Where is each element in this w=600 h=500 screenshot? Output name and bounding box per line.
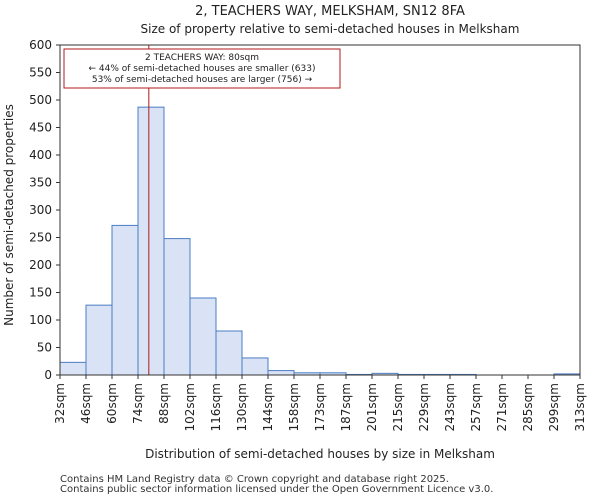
y-axis-label: Number of semi-detached properties (2, 104, 16, 326)
histogram-bar (189, 297, 217, 376)
annotation-line-3: 53% of semi-detached houses are larger (… (92, 75, 313, 85)
x-tick-label: 285sqm (521, 383, 535, 431)
x-tick-label: 60sqm (105, 383, 119, 424)
annotation-box: 2 TEACHERS WAY: 80sqm ← 44% of semi-deta… (63, 48, 341, 89)
x-axis-label: Distribution of semi-detached houses by … (145, 447, 495, 461)
x-tick-label: 46sqm (79, 383, 93, 424)
x-axis: 32sqm 46sqm 60sqm 74sqm 88sqm 102sqm 116sqm 130… (53, 375, 587, 431)
histogram-bar (137, 106, 165, 376)
y-tick-label: 300 (29, 203, 52, 217)
x-tick-label: 313sqm (573, 383, 587, 431)
x-tick-label: 173sqm (313, 383, 327, 431)
histogram-bar (59, 361, 87, 376)
x-tick-label: 158sqm (287, 383, 301, 431)
x-tick-label: 144sqm (261, 383, 275, 431)
histogram-bar (215, 330, 243, 376)
x-tick-label: 88sqm (157, 383, 171, 424)
y-tick-label: 150 (29, 286, 52, 300)
annotation-frame (63, 48, 341, 89)
y-tick-label: 250 (29, 231, 52, 245)
plot-frame (59, 44, 581, 376)
footer-licence: Contains public sector information licen… (60, 484, 494, 495)
bars (59, 106, 581, 376)
x-tick-label: 229sqm (417, 383, 431, 431)
y-tick-label: 50 (37, 341, 52, 355)
histogram-bar (163, 238, 191, 376)
footer-copyright: Contains HM Land Registry data © Crown c… (60, 474, 449, 485)
chart-subtitle: Size of property relative to semi-detach… (141, 22, 520, 36)
x-tick-label: 215sqm (391, 383, 405, 431)
histogram-bar (267, 370, 295, 376)
x-tick-label: 299sqm (547, 383, 561, 431)
x-tick-label: 201sqm (365, 383, 379, 431)
y-tick-label: 500 (29, 93, 52, 107)
histogram-bar (241, 357, 269, 376)
x-tick-label: 116sqm (209, 383, 223, 431)
y-tick-label: 0 (44, 368, 52, 382)
y-tick-label: 550 (29, 66, 52, 80)
y-tick-label: 400 (29, 148, 52, 162)
y-tick-label: 450 (29, 121, 52, 135)
annotation-line-1: 2 TEACHERS WAY: 80sqm (145, 53, 259, 63)
chart-title: 2, TEACHERS WAY, MELKSHAM, SN12 8FA (195, 4, 465, 19)
x-tick-label: 187sqm (339, 383, 353, 431)
x-tick-label: 257sqm (469, 383, 483, 431)
x-tick-label: 32sqm (53, 383, 67, 424)
x-tick-label: 102sqm (183, 383, 197, 431)
y-axis: 0 50 100 150 200 250 300 350 400 450 500 550 600 (29, 38, 60, 382)
y-tick-label: 100 (29, 313, 52, 327)
y-tick-label: 350 (29, 176, 52, 190)
x-tick-label: 130sqm (235, 383, 249, 431)
y-tick-label: 200 (29, 258, 52, 272)
x-tick-label: 243sqm (443, 383, 457, 431)
x-tick-label: 271sqm (495, 383, 509, 431)
histogram-bar (85, 304, 113, 376)
x-tick-label: 74sqm (131, 383, 145, 424)
y-tick-label: 600 (29, 38, 52, 52)
histogram-bar (111, 224, 139, 376)
annotation-line-2: ← 44% of semi-detached houses are smalle… (89, 64, 316, 74)
